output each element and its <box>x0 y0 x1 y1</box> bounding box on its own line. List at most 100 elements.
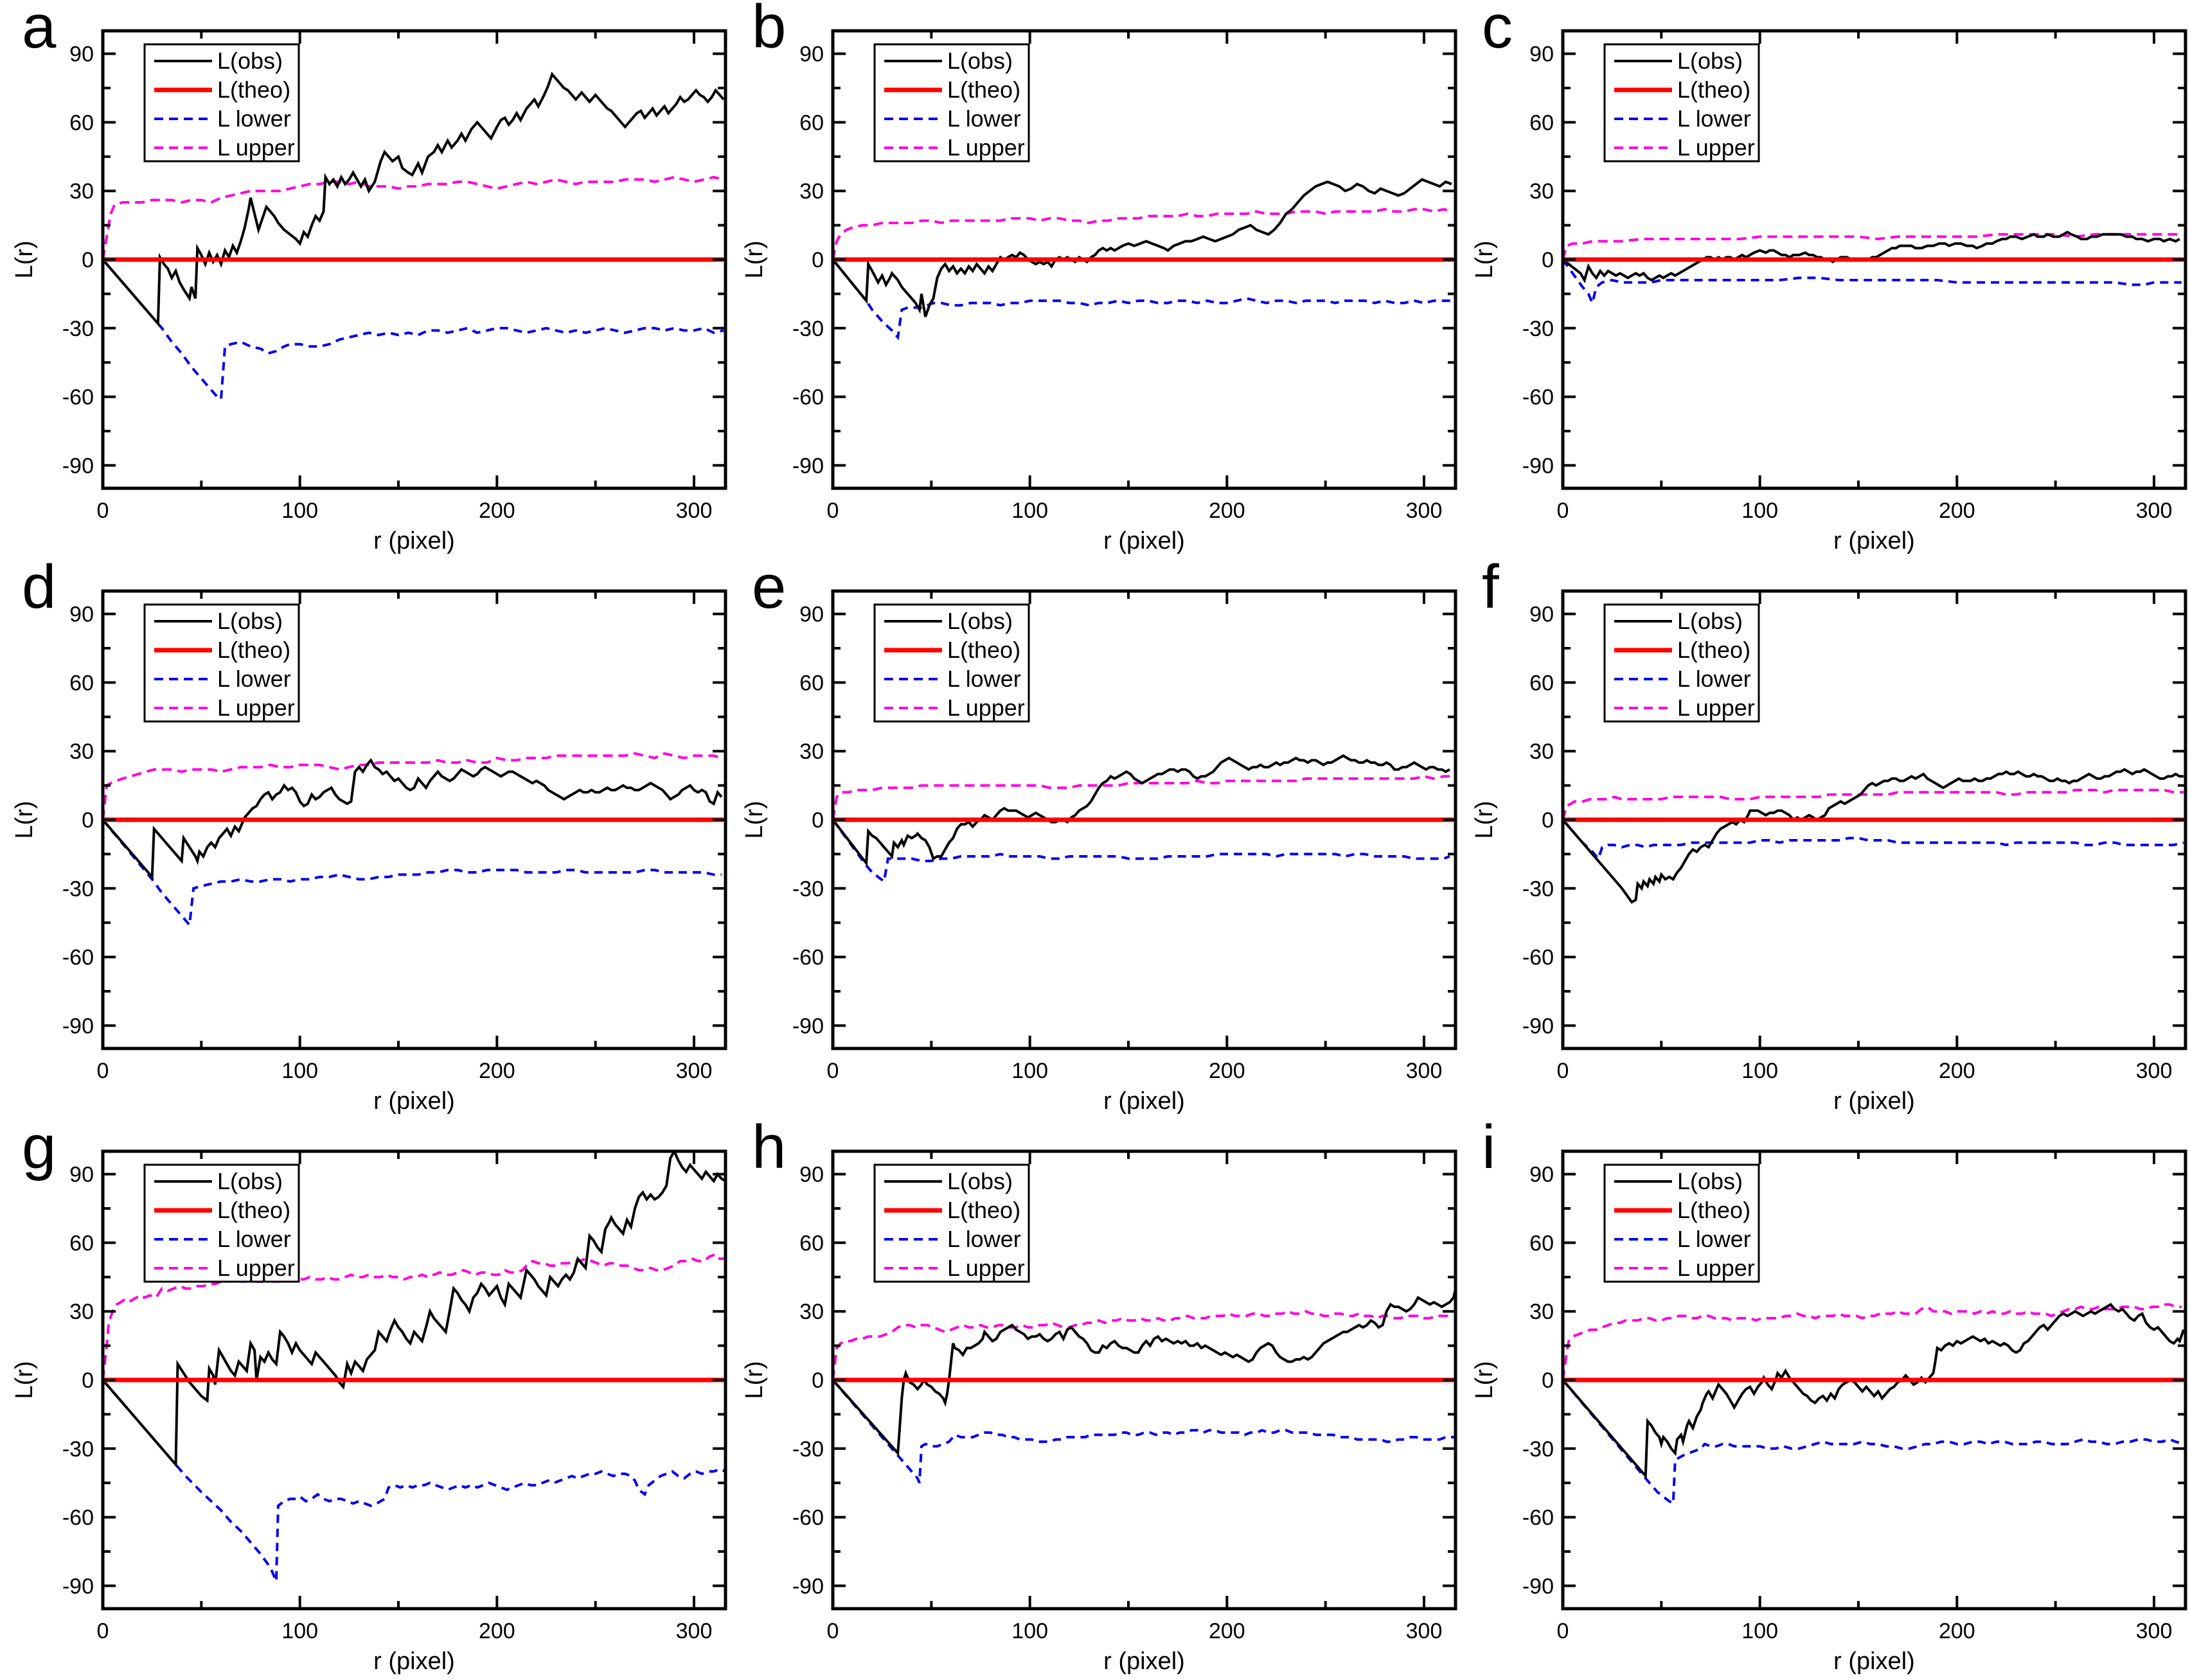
x-tick-label: 200 <box>1939 1059 1975 1083</box>
y-tick-label: 60 <box>1529 671 1554 695</box>
chart-panel: e 0 100 200 300 -90 -60 -30 0 30 60 90 r (pixel) L(r)… <box>730 556 1460 1120</box>
axes: 0 100 200 300 -90 -60 -30 0 30 60 90 r (pixel) L(r) <box>1471 1149 2187 1675</box>
series-group <box>1563 230 2184 307</box>
legend-obs-label: L(obs) <box>1677 608 1743 634</box>
legend-lower-label: L lower <box>947 105 1021 132</box>
line-chart: 0 100 200 300 -90 -60 -30 0 30 60 90 r (pixel) L(r) L… <box>741 1149 1457 1675</box>
legend-upper-label: L upper <box>217 694 295 721</box>
x-tick-label: 0 <box>1557 499 1569 523</box>
x-tick-label: 300 <box>1406 1619 1443 1643</box>
y-tick-label: 30 <box>69 739 94 764</box>
x-tick-label: 300 <box>676 1059 713 1083</box>
legend-box <box>143 1163 300 1283</box>
chart-panel: c 0 100 200 300 -90 -60 -30 0 30 60 90 r (pixel) L(r)… <box>1460 0 2190 560</box>
y-tick-label: 90 <box>799 42 824 67</box>
legend-upper-label: L upper <box>217 1255 295 1281</box>
y-tick-label: 30 <box>1529 179 1554 204</box>
x-tick-label: 0 <box>1557 1059 1569 1083</box>
y-tick-label: 90 <box>1529 42 1554 67</box>
y-tick-label: 90 <box>69 603 94 627</box>
line-chart: 0 100 200 300 -90 -60 -30 0 30 60 90 r (pixel) L(r) L… <box>11 29 727 554</box>
y-tick-label: 30 <box>799 1300 824 1324</box>
l-lower-line <box>103 1379 726 1582</box>
chart-panel: h 0 100 200 300 -90 -60 -30 0 30 60 90 r (pixel) L(r)… <box>730 1117 1460 1680</box>
legend-theo-label: L(theo) <box>947 1197 1020 1223</box>
x-axis-label: r (pixel) <box>1833 527 1915 554</box>
axes: 0 100 200 300 -90 -60 -30 0 30 60 90 r (pixel) L(r) <box>11 589 727 1115</box>
l-lower-line <box>1563 258 2182 307</box>
panel-label: i <box>1482 1113 1496 1181</box>
legend-upper-label: L upper <box>1677 1255 1755 1281</box>
x-tick-label: 300 <box>1406 499 1443 523</box>
y-tick-label: 0 <box>82 1368 94 1393</box>
panel-label: e <box>752 553 787 621</box>
legend-box <box>873 43 1030 163</box>
legend-obs-label: L(obs) <box>947 608 1013 634</box>
x-axis-label: r (pixel) <box>1833 1088 1915 1115</box>
l-upper-line <box>1563 1303 2182 1381</box>
l-obs-line <box>833 1288 1456 1456</box>
l-obs-line <box>833 754 1450 867</box>
y-tick-label: 0 <box>812 1368 824 1393</box>
x-tick-label: 300 <box>676 499 713 523</box>
legend-box <box>1603 603 1760 723</box>
l-obs-line <box>1563 1302 2185 1480</box>
x-tick-label: 200 <box>1209 1059 1245 1083</box>
legend-theo-label: L(theo) <box>1677 1197 1750 1223</box>
y-tick-label: 0 <box>82 248 94 272</box>
l-upper-line <box>103 752 722 820</box>
l-obs-line <box>103 757 723 881</box>
y-tick-label: 0 <box>1542 248 1554 272</box>
y-axis-label: L(r) <box>11 800 38 838</box>
l-lower-line <box>1563 1379 2184 1506</box>
legend-upper-label: L upper <box>947 134 1025 161</box>
axes: 0 100 200 300 -90 -60 -30 0 30 60 90 r (pixel) L(r) <box>1471 589 2187 1115</box>
l-obs-line <box>103 71 725 327</box>
y-tick-label: 60 <box>799 111 824 135</box>
legend-theo-label: L(theo) <box>217 637 290 663</box>
line-chart: 0 100 200 300 -90 -60 -30 0 30 60 90 r (pixel) L(r) L… <box>1471 29 2187 554</box>
x-tick-label: 100 <box>1011 1619 1048 1643</box>
y-tick-label: 0 <box>812 808 824 833</box>
x-tick-label: 200 <box>479 499 515 523</box>
x-tick-label: 300 <box>676 1619 713 1643</box>
x-tick-label: 300 <box>2136 1619 2173 1643</box>
legend-theo-label: L(theo) <box>947 637 1020 663</box>
y-tick-label: -60 <box>792 946 824 970</box>
l-obs-line <box>1563 768 2184 904</box>
x-tick-label: 300 <box>2136 499 2173 523</box>
l-upper-line <box>833 208 1452 260</box>
legend-box <box>143 603 300 723</box>
line-chart: 0 100 200 300 -90 -60 -30 0 30 60 90 r (pixel) L(r) L… <box>1471 1149 2187 1675</box>
legend-upper-label: L upper <box>217 134 295 161</box>
series-group <box>833 178 1454 340</box>
axes: 0 100 200 300 -90 -60 -30 0 30 60 90 r (pixel) L(r) <box>741 29 1457 554</box>
y-tick-label: 30 <box>799 179 824 204</box>
y-tick-label: -60 <box>792 385 824 410</box>
l-lower-line <box>833 1379 1456 1483</box>
x-axis-label: r (pixel) <box>1103 1088 1185 1115</box>
y-axis-label: L(r) <box>1471 800 1498 838</box>
x-axis-label: r (pixel) <box>373 1088 455 1115</box>
legend-box <box>873 603 1030 723</box>
y-tick-label: -90 <box>1522 454 1554 478</box>
l-lower-line <box>1563 818 2184 862</box>
x-tick-label: 100 <box>1741 1619 1778 1643</box>
y-axis-label: L(r) <box>11 1361 38 1399</box>
x-tick-label: 0 <box>97 1619 109 1643</box>
y-tick-label: 60 <box>69 671 94 695</box>
l-upper-line <box>103 1252 726 1381</box>
legend-upper-label: L upper <box>947 694 1025 721</box>
x-tick-label: 0 <box>97 499 109 523</box>
y-tick-label: 90 <box>799 1163 824 1187</box>
series-group <box>833 1288 1456 1483</box>
y-tick-label: 60 <box>1529 1231 1554 1255</box>
legend-lower-label: L lower <box>217 105 291 132</box>
y-tick-label: 30 <box>69 179 94 204</box>
legend-obs-label: L(obs) <box>1677 1168 1743 1194</box>
l-obs-line <box>103 1151 726 1468</box>
legend-box <box>873 1163 1030 1283</box>
